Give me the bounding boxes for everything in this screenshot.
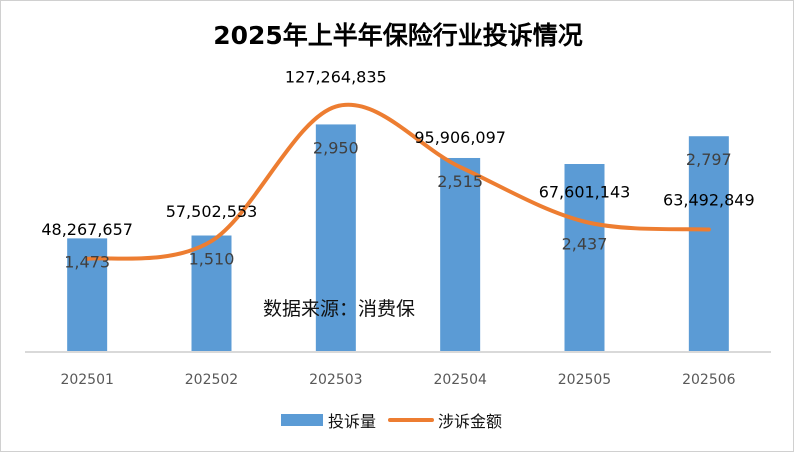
bar-202502 bbox=[191, 235, 232, 352]
x-tick-label: 202503 bbox=[309, 372, 362, 388]
legend-label-bar: 投诉量 bbox=[328, 412, 376, 431]
line-data-label: 57,502,553 bbox=[166, 202, 258, 221]
bar-202505 bbox=[564, 164, 605, 352]
x-tick-label: 202506 bbox=[682, 372, 736, 388]
line-series-涉诉金额 bbox=[85, 102, 711, 261]
bar-data-label: 2,950 bbox=[313, 138, 359, 157]
bar-202506 bbox=[688, 136, 729, 352]
bar-202504 bbox=[440, 157, 481, 352]
bar-202503 bbox=[315, 124, 356, 352]
line-data-label: 127,264,835 bbox=[285, 68, 387, 87]
line-data-label: 95,906,097 bbox=[414, 128, 506, 147]
legend-label-line: 涉诉金额 bbox=[438, 412, 502, 431]
bar-data-label: 1,473 bbox=[64, 252, 110, 271]
bar-data-label: 2,797 bbox=[686, 150, 732, 169]
legend-swatch-bar bbox=[281, 414, 323, 426]
line-data-label: 48,267,657 bbox=[41, 220, 133, 239]
x-tick-label: 202505 bbox=[558, 372, 611, 388]
bar-data-label: 1,510 bbox=[189, 250, 235, 269]
chart-title: 2025年上半年保险行业投诉情况 bbox=[213, 21, 583, 50]
x-tick-label: 202504 bbox=[433, 372, 487, 388]
legend: 投诉量 涉诉金额 bbox=[281, 412, 502, 431]
x-tick-label: 202501 bbox=[60, 372, 113, 388]
source-annotation: 数据来源：消费保 bbox=[263, 298, 415, 320]
x-tick-label: 202502 bbox=[185, 372, 238, 388]
line-data-label: 67,601,143 bbox=[539, 183, 631, 202]
bar-data-label: 2,515 bbox=[437, 172, 483, 191]
line-data-label: 63,492,849 bbox=[663, 191, 755, 210]
bar-data-label: 2,437 bbox=[562, 235, 608, 254]
